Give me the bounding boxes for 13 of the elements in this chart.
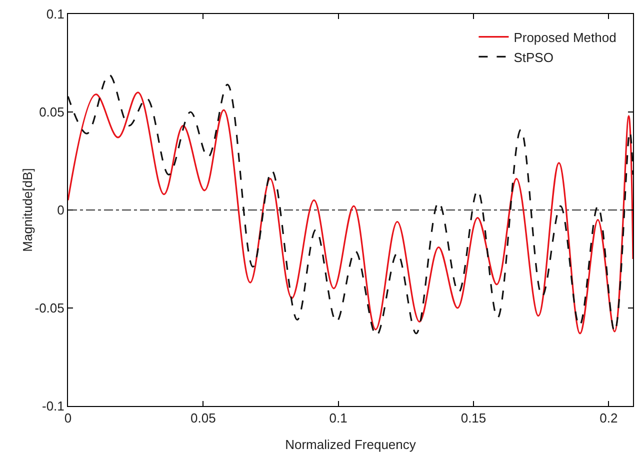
legend-label: Proposed Method [514,30,616,45]
y-axis-title: Magnitude[dB] [20,168,35,252]
y-tick-label: -0.1 [42,398,64,414]
x-tick-label: 0.15 [460,410,486,426]
x-axis-title: Normalized Frequency [285,437,416,452]
legend-label: StPSO [514,50,554,65]
y-tick-label: 0.1 [46,6,64,22]
y-tick-label: 0 [57,202,64,218]
y-tick-label: -0.05 [34,300,64,316]
x-tick-label: 0.05 [190,410,216,426]
x-tick-label: 0.2 [600,410,618,426]
x-tick-label: 0.1 [329,410,348,426]
y-tick-label: 0.05 [39,104,64,120]
